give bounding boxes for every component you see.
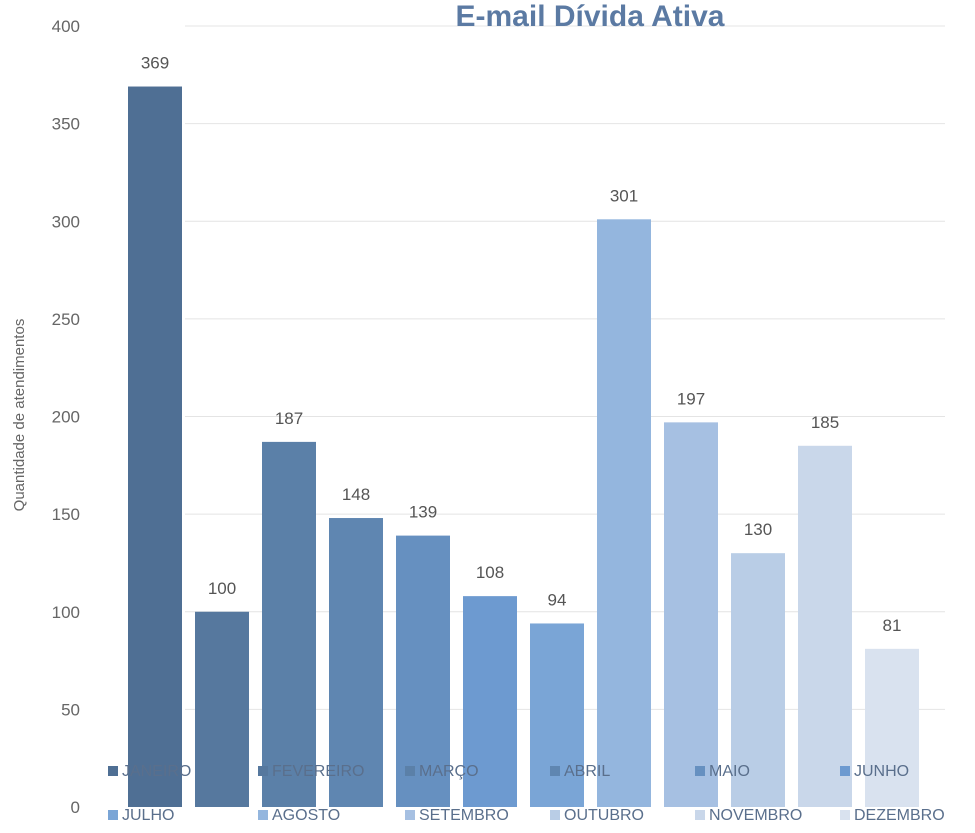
legend-label: AGOSTO xyxy=(272,807,340,824)
bar-março xyxy=(262,441,316,807)
legend-label: MARÇO xyxy=(419,763,479,780)
legend-label: JULHO xyxy=(122,807,174,824)
legend-label: DEZEMBRO xyxy=(854,807,945,824)
legend-label: ABRIL xyxy=(564,763,610,780)
data-label: 94 xyxy=(548,590,567,609)
bar-outubro xyxy=(731,553,785,807)
chart-title: E-mail Dívida Ativa xyxy=(456,0,725,33)
data-labels: 369 100 187 148 139 108 94 301 197 130 185 81 xyxy=(141,54,902,635)
legend-item: JULHO xyxy=(108,807,174,824)
legend-item: MAIO xyxy=(695,763,750,780)
data-label: 185 xyxy=(811,413,839,432)
y-axis-ticks: 0 50 100 150 200 250 300 350 400 xyxy=(52,17,80,817)
bar-novembro xyxy=(798,445,852,807)
bar-setembro xyxy=(664,422,718,807)
y-tick-label: 250 xyxy=(52,310,80,329)
legend-swatch xyxy=(108,766,118,776)
bar-fevereiro xyxy=(195,611,249,807)
bar-junho xyxy=(463,596,517,807)
y-tick-label: 150 xyxy=(52,505,80,524)
legend-item: NOVEMBRO xyxy=(695,807,802,824)
legend-swatch xyxy=(405,810,415,820)
legend-label: NOVEMBRO xyxy=(709,807,802,824)
legend-swatch xyxy=(258,810,268,820)
data-label: 187 xyxy=(275,409,303,428)
data-label: 81 xyxy=(883,616,902,635)
bar-julho xyxy=(530,623,584,807)
data-label: 108 xyxy=(476,563,504,582)
data-label: 148 xyxy=(342,485,370,504)
legend-item: JANEIRO xyxy=(108,763,191,780)
legend: JANEIRO FEVEREIRO MARÇO ABRIL MAIO JUNHO JULHO… xyxy=(108,763,945,824)
legend-item: JUNHO xyxy=(840,763,909,780)
legend-label: SETEMBRO xyxy=(419,807,509,824)
legend-swatch xyxy=(258,766,268,776)
bar-abril xyxy=(329,518,383,807)
legend-swatch xyxy=(550,810,560,820)
y-tick-label: 200 xyxy=(52,408,80,427)
bar-maio xyxy=(396,535,450,807)
bar-agosto xyxy=(597,219,651,808)
bars xyxy=(128,86,919,808)
legend-label: JUNHO xyxy=(854,763,909,780)
y-axis-label: Quantidade de atendimentos xyxy=(11,319,28,512)
legend-swatch xyxy=(840,766,850,776)
legend-item: AGOSTO xyxy=(258,807,340,824)
y-tick-label: 300 xyxy=(52,212,80,231)
y-tick-label: 350 xyxy=(52,115,80,134)
legend-swatch xyxy=(695,810,705,820)
legend-swatch xyxy=(695,766,705,776)
legend-label: MAIO xyxy=(709,763,750,780)
legend-item: FEVEREIRO xyxy=(258,763,364,780)
legend-item: OUTUBRO xyxy=(550,807,644,824)
legend-label: JANEIRO xyxy=(122,763,191,780)
y-tick-label: 100 xyxy=(52,603,80,622)
data-label: 369 xyxy=(141,54,169,73)
legend-item: SETEMBRO xyxy=(405,807,509,824)
legend-swatch xyxy=(840,810,850,820)
legend-swatch xyxy=(405,766,415,776)
legend-label: FEVEREIRO xyxy=(272,763,364,780)
legend-swatch xyxy=(550,766,560,776)
data-label: 100 xyxy=(208,579,236,598)
y-tick-label: 400 xyxy=(52,17,80,36)
y-tick-label: 0 xyxy=(71,798,80,817)
legend-swatch xyxy=(108,810,118,820)
bar-dezembro xyxy=(865,648,919,807)
legend-label: OUTUBRO xyxy=(564,807,644,824)
data-label: 139 xyxy=(409,503,437,522)
legend-item: ABRIL xyxy=(550,763,610,780)
data-label: 197 xyxy=(677,389,705,408)
legend-item: MARÇO xyxy=(405,763,479,780)
data-label: 301 xyxy=(610,186,638,205)
data-label: 130 xyxy=(744,520,772,539)
y-tick-label: 50 xyxy=(61,700,80,719)
legend-item: DEZEMBRO xyxy=(840,807,945,824)
bar-janeiro xyxy=(128,86,182,808)
